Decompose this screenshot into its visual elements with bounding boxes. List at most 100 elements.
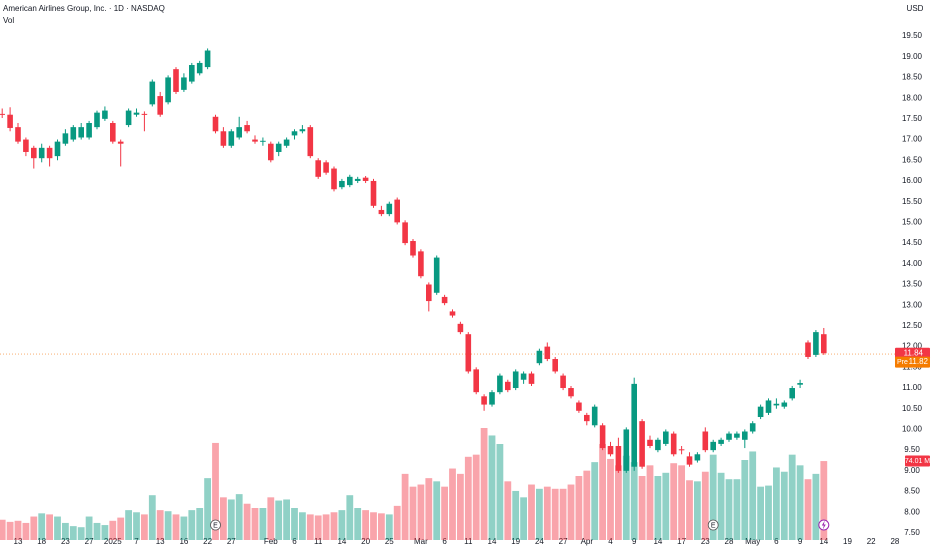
candle-body	[252, 139, 258, 142]
volume-bar	[788, 454, 796, 540]
x-tick-label: 18	[37, 537, 46, 546]
volume-bar	[741, 460, 749, 540]
volume-bar	[62, 522, 69, 540]
x-tick-label: 24	[535, 537, 544, 546]
y-tick-label: 7.50	[904, 528, 920, 537]
y-tick-label: 18.50	[902, 73, 923, 82]
volume-bar	[638, 476, 646, 540]
candle-body	[426, 284, 432, 302]
volume-bar	[796, 465, 804, 540]
y-tick-label: 8.50	[904, 487, 920, 496]
volume-bar	[433, 481, 441, 540]
volume-bar	[196, 508, 204, 540]
volume-label: 74.01 M	[905, 458, 930, 465]
candle-body	[805, 342, 811, 357]
volume-bar	[6, 521, 14, 540]
candle-body	[62, 133, 69, 144]
volume-bar	[46, 514, 53, 540]
volume-bar	[670, 463, 678, 540]
candle-body	[268, 143, 274, 161]
x-tick-label: 11	[314, 537, 323, 546]
volume-bar	[385, 514, 393, 540]
volume-bar	[299, 512, 306, 540]
candle-body	[46, 147, 53, 159]
candle-body	[354, 178, 361, 181]
x-tick-label: 4	[608, 537, 613, 546]
volume-bar	[662, 472, 670, 540]
volume-label-box	[905, 455, 930, 467]
volume-bar	[109, 520, 117, 540]
volume-bar	[820, 461, 828, 540]
volume-bar	[148, 495, 156, 540]
candle-body	[813, 332, 819, 355]
candle-body	[196, 62, 203, 74]
x-tick-label: 13	[14, 537, 23, 546]
volume-bar	[559, 488, 567, 540]
volume-bar	[717, 472, 725, 540]
y-tick-label: 11.00	[902, 383, 922, 392]
x-tick-label: 27	[227, 537, 236, 546]
volume-bar	[583, 470, 591, 540]
candle-body	[552, 359, 558, 372]
volume-bar	[543, 486, 551, 540]
volume-bar	[425, 478, 433, 540]
candle-body	[102, 110, 108, 119]
candle-body	[694, 454, 701, 461]
candle-body	[536, 350, 543, 364]
volume-bar	[22, 522, 30, 540]
candle-body	[236, 127, 242, 138]
x-tick-label: 16	[179, 537, 188, 546]
last-price-box	[895, 347, 930, 359]
x-tick-label: 17	[677, 537, 686, 546]
candle-body	[481, 396, 487, 405]
y-tick-label: 16.00	[902, 176, 923, 185]
candle-body	[402, 222, 408, 244]
volume-bar	[599, 444, 606, 540]
y-tick-label: 9.50	[904, 445, 920, 454]
volume-bar	[488, 435, 496, 540]
x-tick-label: 13	[156, 537, 165, 546]
volume-bar	[457, 473, 464, 540]
candle-body	[94, 112, 100, 128]
candle-body	[347, 176, 353, 186]
x-tick-label: May	[745, 537, 760, 546]
volume-bar	[338, 510, 346, 540]
volume-title: Vol	[3, 16, 14, 25]
x-tick-label: 9	[632, 537, 637, 546]
candle-body	[323, 162, 329, 173]
candle-body	[394, 199, 400, 223]
candle-body	[70, 127, 77, 140]
x-tick-label: 25	[385, 537, 394, 546]
volume-bar	[283, 499, 290, 540]
volume-bar	[591, 462, 599, 540]
candle-body	[615, 445, 622, 471]
volume-bar	[180, 516, 188, 540]
volume-bar	[409, 486, 417, 540]
volume-bar	[77, 527, 85, 540]
chart-title: American Airlines Group, Inc. · 1D · NAS…	[3, 4, 165, 13]
x-tick-label: 20	[361, 537, 370, 546]
x-tick-label: 9	[798, 537, 803, 546]
candle-body	[260, 140, 266, 142]
candle-body	[584, 414, 590, 422]
candle-body	[773, 403, 780, 406]
y-tick-label: 12.00	[902, 342, 923, 351]
x-tick-label: 27	[85, 537, 94, 546]
candle-body	[291, 131, 298, 136]
y-tick-label: 17.50	[902, 114, 923, 123]
x-tick-label: 14	[488, 537, 497, 546]
candle-body	[117, 141, 124, 144]
volume-bar	[607, 458, 614, 540]
y-tick-label: 16.50	[902, 155, 923, 164]
candle-body	[726, 433, 732, 440]
candle-body	[789, 388, 795, 399]
volume-bar	[654, 476, 662, 540]
x-tick-label: 22	[203, 537, 212, 546]
x-tick-label: 7	[134, 537, 139, 546]
y-tick-label: 13.50	[902, 280, 923, 289]
volume-bar	[773, 467, 780, 540]
candle-body	[765, 400, 772, 413]
x-tick-label: Apr	[581, 537, 594, 546]
y-tick-label: 13.00	[902, 300, 923, 309]
